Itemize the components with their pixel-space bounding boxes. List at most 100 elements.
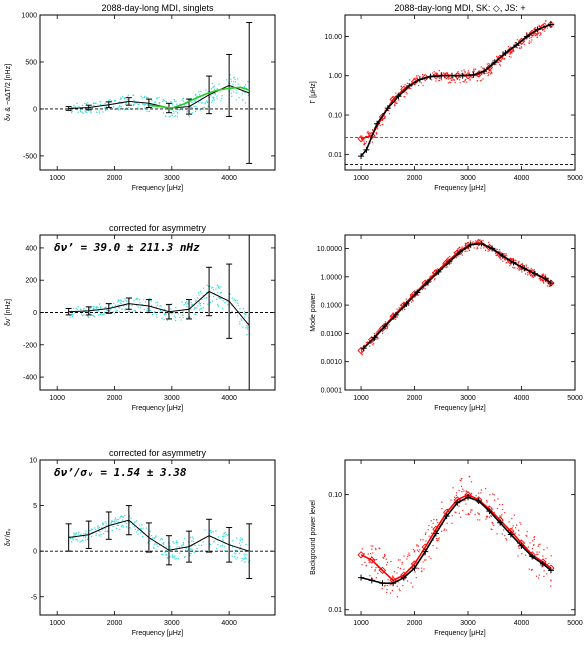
data-point [473, 247, 475, 249]
data-point [450, 81, 452, 84]
data-point [161, 317, 163, 319]
data-point [498, 61, 500, 64]
data-point [376, 132, 378, 135]
data-point [195, 307, 197, 309]
data-point [120, 515, 123, 517]
data-point [503, 258, 506, 260]
data-point [102, 532, 105, 535]
data-point [158, 97, 160, 99]
data-point [546, 281, 548, 283]
data-point [173, 116, 175, 118]
data-point [396, 308, 398, 310]
data-point [550, 585, 552, 587]
data-point [85, 309, 87, 311]
data-point [519, 44, 521, 46]
data-point [231, 555, 233, 557]
data-point [115, 527, 118, 530]
data-point [104, 312, 106, 314]
data-point [200, 102, 202, 104]
data-point [95, 306, 97, 308]
data-point [513, 50, 515, 52]
data-point [159, 544, 161, 546]
x-axis-label: Frequency [μHz] [132, 185, 184, 192]
data-point [363, 142, 365, 144]
data-point [95, 307, 97, 309]
data-point [516, 542, 519, 544]
data-point [436, 268, 438, 270]
data-point [247, 94, 250, 97]
data-point [363, 143, 365, 145]
data-point [214, 92, 216, 95]
plus-marker [465, 494, 472, 501]
data-point [149, 540, 151, 542]
data-point [102, 524, 104, 526]
data-point [166, 557, 168, 559]
data-point [375, 577, 377, 579]
data-point [486, 499, 488, 502]
data-point [490, 515, 492, 517]
data-point [484, 249, 487, 252]
data-point [525, 554, 527, 556]
data-point [206, 101, 208, 104]
data-point [165, 115, 167, 118]
data-point [427, 529, 429, 531]
data-point [532, 544, 535, 546]
data-point [515, 259, 517, 261]
y-tick-label: 200 [25, 278, 37, 285]
data-point [539, 34, 541, 37]
data-point [103, 313, 105, 315]
data-point [79, 308, 81, 310]
data-point [87, 102, 89, 104]
data-point [375, 567, 377, 569]
data-point [458, 79, 461, 81]
data-point [396, 596, 398, 598]
data-point [153, 547, 155, 549]
data-point [195, 110, 197, 113]
data-point [207, 105, 209, 107]
data-point [88, 309, 91, 311]
data-point [69, 537, 72, 540]
x-axis-label: Frequency [μHz] [434, 185, 486, 192]
data-point [408, 552, 410, 554]
data-point [440, 72, 443, 74]
series-line [68, 519, 250, 552]
x-tick-label: 3000 [460, 395, 476, 402]
x-tick-label: 2000 [407, 620, 423, 627]
data-point [546, 547, 548, 549]
data-point [141, 303, 143, 306]
data-point [121, 526, 123, 528]
data-point [465, 503, 467, 505]
data-point [460, 253, 463, 255]
plus-marker [374, 120, 381, 127]
data-point [120, 516, 122, 518]
data-point [204, 297, 206, 299]
data-point [459, 77, 461, 79]
data-point [117, 299, 120, 302]
data-point [234, 549, 236, 552]
data-point [502, 51, 504, 53]
data-point [424, 288, 426, 290]
chart-title: corrected for asymmetry [109, 448, 207, 458]
data-point [249, 559, 251, 561]
data-point [465, 78, 467, 81]
data-point [237, 304, 239, 307]
data-point [545, 20, 547, 22]
data-point [427, 284, 429, 286]
data-point [175, 549, 177, 551]
data-point [505, 259, 507, 261]
data-point [423, 287, 425, 290]
data-point [399, 559, 401, 561]
data-point [478, 513, 480, 515]
data-point [373, 343, 375, 345]
plus-marker [457, 249, 463, 256]
data-point [422, 84, 424, 87]
data-point [487, 72, 490, 74]
data-point [173, 542, 175, 545]
data-point [156, 543, 158, 545]
data-point [149, 309, 151, 312]
data-point [502, 529, 505, 531]
data-point [422, 561, 424, 563]
plus-marker [475, 498, 482, 505]
data-point [229, 74, 231, 76]
data-point [536, 553, 538, 555]
